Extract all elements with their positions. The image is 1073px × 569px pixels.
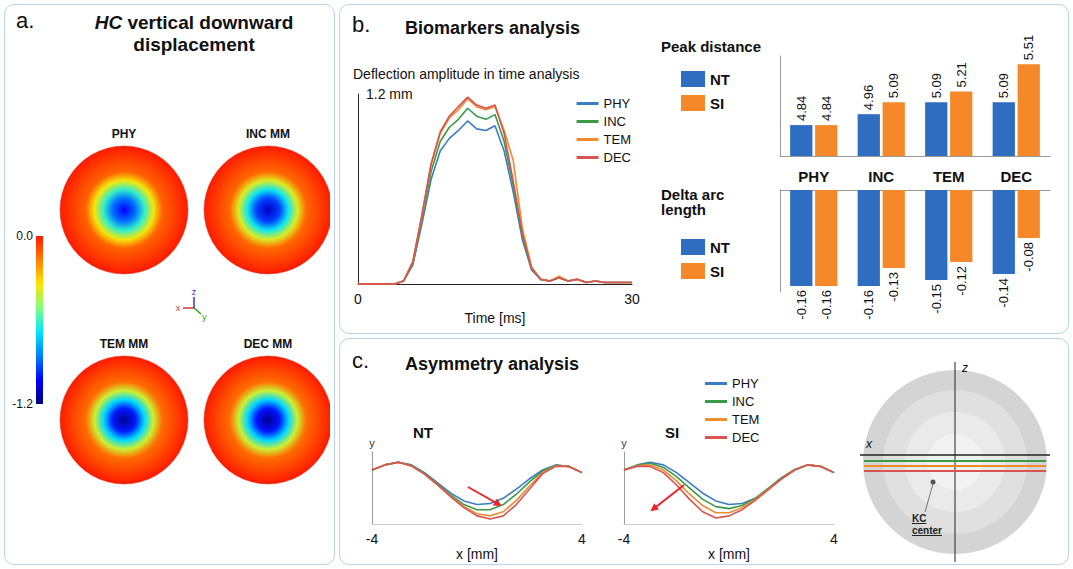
- svg-text:SI: SI: [710, 263, 724, 280]
- svg-text:1.2 mm: 1.2 mm: [366, 86, 413, 102]
- svg-text:-0.14: -0.14: [996, 278, 1011, 308]
- svg-text:INC: INC: [732, 394, 754, 409]
- svg-text:PHY: PHY: [798, 168, 829, 185]
- svg-text:-0.16: -0.16: [819, 290, 834, 320]
- svg-text:TEM: TEM: [732, 412, 759, 427]
- svg-text:5.21: 5.21: [954, 62, 969, 87]
- svg-text:PHY: PHY: [732, 376, 759, 391]
- svg-text:x [mm]: x [mm]: [456, 546, 498, 562]
- html-text:HC vertical downward displacem: HC vertical downward displacement: [94, 12, 294, 55]
- svg-text:-4: -4: [366, 531, 379, 547]
- svg-text:TEM: TEM: [604, 132, 631, 147]
- svg-text:PHY: PHY: [112, 127, 137, 141]
- svg-text:y: y: [621, 437, 627, 449]
- svg-text:DEC: DEC: [732, 430, 759, 445]
- svg-text:SI: SI: [665, 424, 679, 441]
- svg-text:DEC: DEC: [1000, 168, 1032, 185]
- svg-text:5.09: 5.09: [929, 73, 944, 98]
- svg-text:x: x: [865, 437, 873, 451]
- svg-text:Peak distance: Peak distance: [661, 38, 761, 55]
- svg-text:-0.12: -0.12: [954, 266, 969, 296]
- svg-text:z: z: [192, 287, 197, 297]
- svg-text:4: 4: [578, 531, 586, 547]
- svg-text:y: y: [202, 312, 207, 322]
- svg-text:-0.16: -0.16: [861, 290, 876, 320]
- svg-text:z: z: [961, 361, 968, 375]
- svg-text:-0.15: -0.15: [929, 284, 944, 314]
- svg-text:center: center: [912, 525, 942, 536]
- svg-text:30: 30: [624, 291, 640, 307]
- svg-text:KC: KC: [912, 513, 926, 524]
- svg-text:PHY: PHY: [604, 96, 631, 111]
- svg-text:DEC MM: DEC MM: [244, 337, 293, 351]
- svg-text:Deflection amplitude in time a: Deflection amplitude in time analysis: [353, 66, 579, 82]
- svg-text:4.96: 4.96: [861, 85, 876, 110]
- svg-text:-4: -4: [618, 531, 631, 547]
- html-text:b.: b.: [352, 12, 371, 37]
- html-text:a.: a.: [16, 8, 35, 33]
- svg-text:-0.13: -0.13: [886, 272, 901, 302]
- svg-text:NT: NT: [413, 424, 433, 441]
- svg-text:NT: NT: [710, 71, 730, 88]
- html-text:Biomarkers analysis: Biomarkers analysis: [405, 18, 581, 38]
- svg-text:0: 0: [354, 291, 362, 307]
- svg-text:TEM MM: TEM MM: [100, 337, 149, 351]
- svg-text:x [mm]: x [mm]: [708, 546, 750, 562]
- html-text:c.: c.: [352, 348, 370, 373]
- svg-text:y: y: [369, 437, 375, 449]
- svg-text:-0.16: -0.16: [794, 290, 809, 320]
- svg-text:DEC: DEC: [604, 150, 631, 165]
- html-text:Asymmetry analysis: Asymmetry analysis: [405, 354, 580, 374]
- svg-text:-0.08: -0.08: [1021, 242, 1036, 272]
- svg-text:4.84: 4.84: [819, 96, 834, 121]
- svg-text:INC MM: INC MM: [246, 127, 290, 141]
- svg-text:INC: INC: [604, 114, 626, 129]
- svg-text:SI: SI: [710, 95, 724, 112]
- svg-text:TEM: TEM: [933, 168, 965, 185]
- svg-text:length: length: [661, 201, 706, 218]
- svg-text:NT: NT: [710, 239, 730, 256]
- svg-text:INC: INC: [868, 168, 894, 185]
- svg-text:4.84: 4.84: [794, 96, 809, 121]
- svg-text:5.51: 5.51: [1021, 35, 1036, 60]
- svg-text:-1.2: -1.2: [12, 397, 33, 411]
- svg-text:Time [ms]: Time [ms]: [465, 310, 526, 326]
- svg-text:Delta arc: Delta arc: [661, 186, 729, 203]
- svg-text:x: x: [176, 303, 181, 313]
- svg-text:0.0: 0.0: [16, 229, 33, 243]
- svg-text:4: 4: [830, 531, 838, 547]
- svg-text:5.09: 5.09: [996, 73, 1011, 98]
- svg-text:5.09: 5.09: [886, 73, 901, 98]
